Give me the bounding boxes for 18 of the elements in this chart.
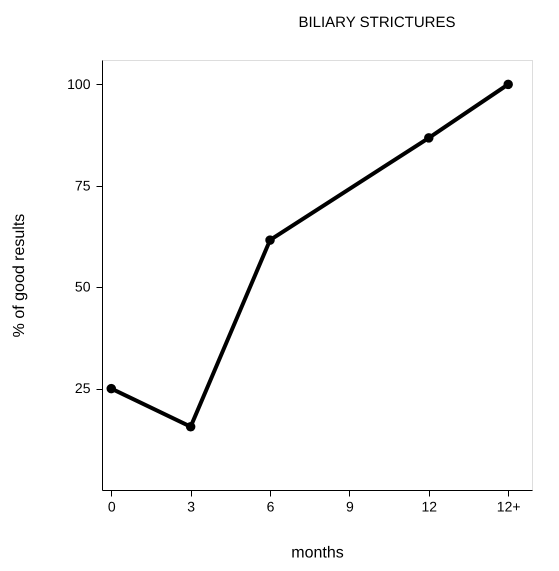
x-axis-title: months bbox=[291, 544, 344, 562]
chart-title: BILIARY STRICTURES bbox=[298, 14, 456, 31]
x-tick-label: 6 bbox=[266, 498, 275, 514]
x-tick-label: 3 bbox=[187, 498, 196, 514]
y-tick-label: 75 bbox=[74, 177, 91, 194]
y-axis-title: % of good results bbox=[11, 214, 28, 338]
point bbox=[424, 133, 434, 143]
x-tick-label: 12 bbox=[422, 498, 438, 514]
point bbox=[503, 80, 513, 90]
y-tick-label: 50 bbox=[74, 278, 91, 295]
x-tick-label: 12+ bbox=[496, 498, 521, 514]
point bbox=[265, 235, 275, 245]
x-tick-label: 0 bbox=[108, 498, 116, 514]
point bbox=[106, 384, 116, 394]
y-tick-label: 100 bbox=[67, 76, 91, 92]
point bbox=[186, 422, 196, 432]
y-tick-label: 25 bbox=[74, 380, 91, 396]
x-tick-label: 9 bbox=[346, 498, 354, 514]
